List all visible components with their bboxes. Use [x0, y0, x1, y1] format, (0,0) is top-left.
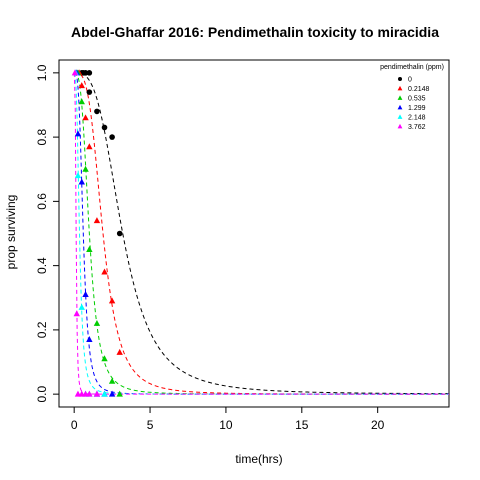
data-point — [78, 98, 85, 105]
y-tick-label: 0.2 — [35, 321, 49, 338]
y-tick-label: 0.6 — [35, 193, 49, 210]
fit-curve-0 — [74, 72, 449, 395]
x-tick-label: 20 — [371, 418, 385, 432]
legend-title: pendimethalin (ppm) — [380, 64, 444, 71]
y-tick-label: 1.0 — [35, 64, 49, 81]
x-tick-label: 15 — [295, 418, 309, 432]
data-point — [86, 143, 93, 150]
data-point — [94, 108, 100, 115]
data-point — [71, 69, 79, 76]
data-point — [86, 336, 93, 342]
data-point — [93, 390, 101, 397]
data-point — [74, 130, 82, 137]
data-point — [101, 390, 108, 397]
x-tick-label: 0 — [71, 418, 78, 432]
data-point — [116, 348, 123, 355]
data-point — [108, 297, 116, 304]
data-point — [82, 291, 89, 298]
legend-label: 0.2148 — [408, 86, 430, 93]
data-point — [101, 268, 108, 275]
data-point — [82, 114, 89, 121]
y-tick-label: 0.0 — [35, 385, 49, 402]
legend-label: 3.762 — [408, 124, 426, 131]
legend-marker — [397, 104, 403, 110]
data-point — [74, 172, 82, 179]
chart-title: Abdel-Ghaffar 2016: Pendimethalin toxici… — [71, 24, 439, 40]
data-point — [86, 70, 93, 76]
legend-label: 0 — [408, 77, 412, 84]
y-axis-label: prop surviving — [4, 195, 18, 270]
x-axis-label: time(hrs) — [235, 452, 282, 466]
data-point — [93, 217, 101, 224]
legend-label: 1.299 — [408, 105, 426, 112]
legend-label: 0.535 — [408, 96, 426, 103]
y-tick-label: 0.4 — [35, 257, 49, 274]
data-point — [116, 230, 123, 237]
data-point — [82, 165, 89, 172]
data-point — [116, 390, 123, 397]
data-point — [108, 377, 116, 384]
data-point — [101, 355, 108, 362]
data-point — [93, 319, 101, 326]
fit-curve-3.762 — [73, 72, 449, 395]
data-point — [86, 246, 93, 253]
legend-marker — [397, 114, 403, 119]
data-point — [101, 124, 108, 131]
legend-label: 2.148 — [408, 115, 426, 122]
legend-marker — [398, 77, 402, 81]
x-tick-label: 5 — [147, 418, 154, 432]
fit-lines — [73, 72, 449, 395]
data-point — [86, 89, 93, 95]
y-tick-label: 0.8 — [35, 128, 49, 145]
x-axis: 0 5 10 15 20 — [71, 406, 385, 432]
data-point — [73, 310, 80, 317]
data-point — [78, 178, 85, 185]
legend-marker — [397, 85, 403, 91]
data-point — [108, 390, 116, 397]
legend-marker — [397, 123, 403, 129]
data-point — [78, 82, 85, 89]
legend: pendimethalin (ppm) 0 0.2148 0.535 1.299 2.1… — [380, 64, 444, 131]
legend-marker — [397, 95, 403, 100]
data-point — [109, 134, 115, 140]
data-points — [71, 69, 123, 397]
data-point — [86, 390, 93, 397]
x-tick-label: 10 — [219, 418, 233, 432]
y-axis: 0.0 0.2 0.4 0.6 0.8 1.0 — [35, 64, 60, 402]
data-point — [78, 303, 85, 310]
